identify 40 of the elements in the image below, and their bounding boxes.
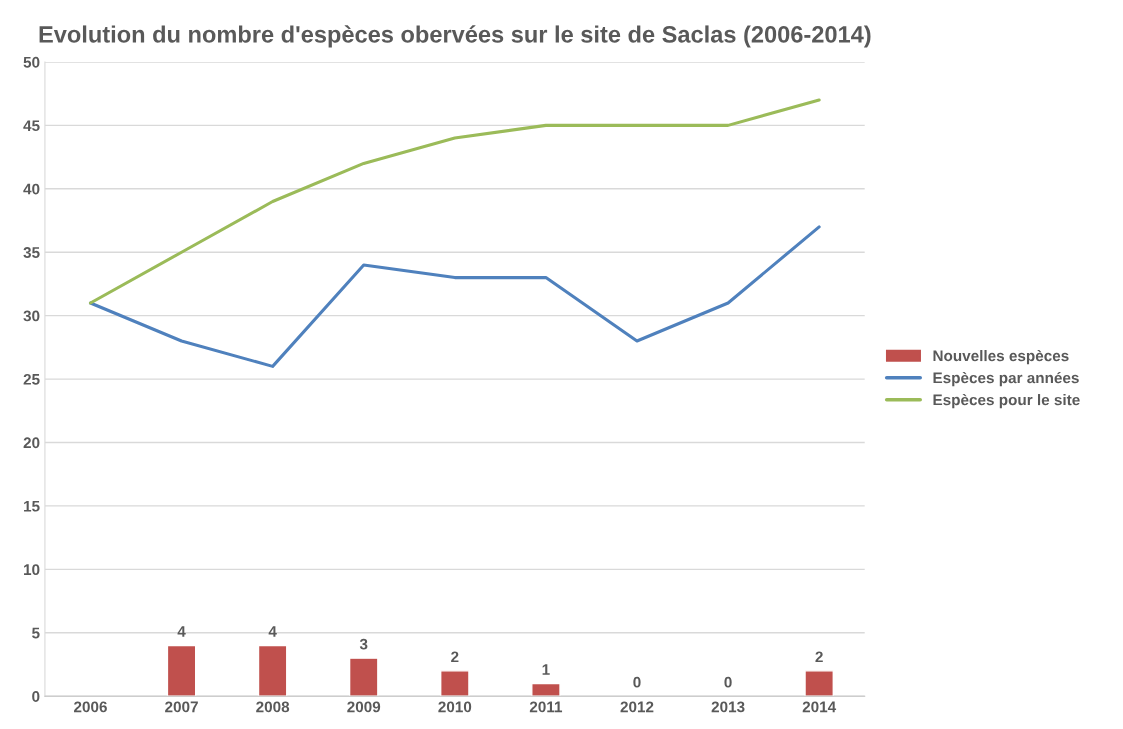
x-tick-label: 2012 [620,701,654,713]
legend-label: Espèces par années [933,371,1079,387]
x-tick-label: 2009 [347,701,381,713]
data-label: 4 [268,626,277,637]
line-series [88,98,821,305]
bar [257,644,288,697]
y-tick-label: 10 [24,564,40,576]
data-label: 4 [177,626,186,637]
y-tick-label: 20 [23,437,40,449]
data-label: 2 [451,651,459,663]
y-tick-label: 50 [23,56,40,68]
data-label: 2 [815,651,823,663]
bar [440,670,470,697]
x-tick-label: 2013 [711,701,745,713]
x-tick-label: 2007 [165,701,198,713]
y-tick-label: 35 [23,247,40,258]
x-tick-label: 2008 [256,701,290,713]
y-tick-label: 30 [23,310,40,322]
legend-label: Nouvelles espèces [933,349,1069,365]
y-tick-label: 0 [32,691,40,702]
data-label: 3 [359,638,368,650]
chart-title: Evolution du nombre d'espèces obervées sur le site de Saclas (2006-2014) [39,25,871,48]
line-series [88,225,821,368]
y-tick-label: 15 [24,500,40,512]
data-label: 1 [542,664,550,675]
y-tick-label: 40 [23,183,40,195]
x-tick-label: 2006 [74,701,107,713]
bar [166,644,197,697]
bar [348,657,379,697]
data-label: 0 [724,676,732,688]
y-tick-label: 5 [32,627,40,639]
y-tick-label: 45 [23,120,40,132]
bar [804,670,834,697]
legend-label: Espèces pour le site [933,393,1080,409]
x-tick-label: 2010 [438,701,472,713]
data-label: 0 [633,676,641,688]
y-tick-label: 25 [23,373,40,385]
bar [531,682,561,697]
x-tick-label: 2011 [529,701,563,713]
x-tick-label: 2014 [802,701,837,713]
